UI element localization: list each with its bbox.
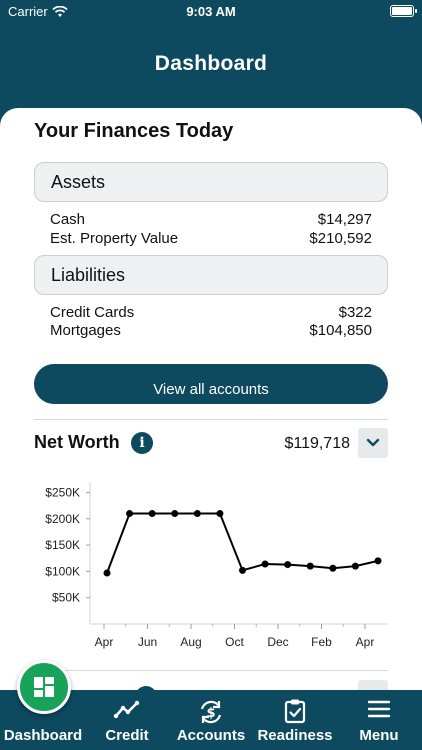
tab-readiness[interactable]: Readiness (254, 690, 336, 750)
hamburger-icon (367, 700, 391, 718)
liability-value: $104,850 (309, 322, 372, 339)
net-worth-title: Net Worth (34, 432, 120, 452)
net-worth-expand-button[interactable] (358, 428, 388, 458)
dollar-sync-icon: $ (200, 700, 222, 724)
data-point (261, 560, 269, 568)
data-point (126, 510, 134, 518)
net-worth-value: $119,718 (284, 435, 350, 452)
data-point (193, 510, 201, 518)
liability-name: Credit Cards (50, 304, 135, 321)
dashboard-card: Your Finances Today Assets Cash $14,297 … (0, 108, 422, 708)
wifi-icon (52, 5, 68, 17)
carrier-label: Carrier (8, 4, 48, 19)
chevron-down-icon (366, 438, 380, 447)
data-point (329, 564, 337, 572)
clipboard-check-icon (284, 699, 306, 724)
info-icon[interactable]: i (131, 432, 153, 454)
tab-label: Readiness (257, 727, 333, 744)
asset-name: Est. Property Value (50, 230, 179, 247)
asset-name: Cash (50, 211, 86, 228)
status-bar: Carrier 9:03 AM (0, 0, 422, 22)
liability-row-credit-cards: Credit Cards $322 (50, 304, 372, 321)
tab-accounts[interactable]: $ Accounts (168, 690, 254, 750)
carrier: Carrier (8, 4, 68, 19)
tab-label: Dashboard (3, 727, 83, 744)
data-point (306, 562, 314, 570)
liability-value: $322 (338, 304, 372, 321)
tab-dashboard[interactable]: Dashboard (0, 690, 86, 750)
x-tick-label: Apr (356, 635, 375, 649)
x-tick-label: Aug (180, 635, 201, 649)
net-worth-chart: $250K $200K $150K $100K $50K Apr Jun Aug Oct Dec F… (45, 482, 388, 649)
data-point (284, 561, 292, 569)
liability-name: Mortgages (50, 322, 121, 339)
data-point (148, 510, 156, 518)
data-point (239, 566, 246, 574)
tab-label: Menu (359, 727, 399, 744)
y-tick-label: $150K (45, 538, 80, 552)
dashboard-fab-button[interactable] (17, 660, 71, 714)
assets-header[interactable]: Assets (34, 162, 388, 202)
divider (34, 419, 388, 420)
trend-icon (113, 700, 140, 719)
asset-value: $14,297 (317, 211, 372, 228)
y-tick-label: $250K (45, 486, 80, 500)
finances-title: Your Finances Today (34, 120, 234, 142)
svg-text:$: $ (206, 706, 215, 721)
tab-bar: Dashboard Credit $ Accounts Readiness (0, 690, 422, 750)
tab-menu[interactable]: Menu (336, 690, 422, 750)
card-content: Your Finances Today Assets Cash $14,297 … (18, 108, 404, 708)
liabilities-header[interactable]: Liabilities (34, 255, 388, 295)
dashboard-icon (34, 677, 54, 697)
x-tick-label: Dec (267, 635, 288, 649)
x-tick-label: Jun (138, 635, 157, 649)
asset-row-property: Est. Property Value $210,592 (50, 230, 372, 247)
page-title: Dashboard (154, 52, 268, 75)
data-point (103, 569, 111, 577)
x-tick-label: Oct (225, 635, 244, 649)
tab-credit[interactable]: Credit (86, 690, 168, 750)
data-point (374, 557, 382, 565)
asset-row-cash: Cash $14,297 (50, 211, 372, 228)
battery-icon (390, 5, 417, 17)
asset-value: $210,592 (309, 230, 372, 247)
net-worth-line (106, 512, 379, 574)
divider (34, 670, 388, 671)
y-tick-label: $50K (52, 591, 80, 605)
x-tick-label: Feb (311, 635, 332, 649)
y-tick-label: $100K (45, 564, 80, 578)
clock: 9:03 AM (186, 4, 236, 19)
view-all-accounts-button[interactable]: View all accounts (34, 364, 388, 404)
y-tick-label: $200K (45, 512, 80, 526)
data-point (351, 562, 359, 570)
x-tick-label: Apr (95, 635, 114, 649)
data-point (171, 510, 179, 518)
data-point (216, 510, 224, 518)
liability-row-mortgages: Mortgages $104,850 (50, 322, 372, 339)
tab-label: Credit (105, 727, 149, 744)
tab-label: Accounts (176, 727, 246, 744)
